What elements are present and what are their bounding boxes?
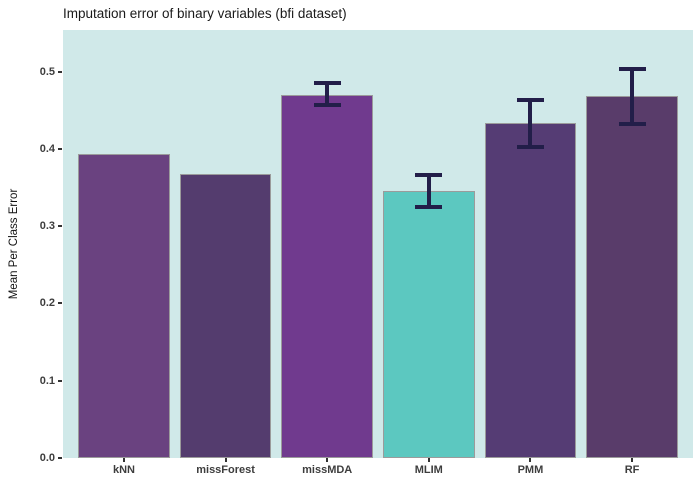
x-tick-label-mlim: MLIM [414,464,443,476]
error-bar-cap [516,144,544,149]
x-tick-mark [631,458,634,462]
error-bar-cap [618,122,646,127]
y-tick-mark [58,379,62,382]
error-bar-cap [415,173,443,178]
x-tick-label-pmm: PMM [517,464,544,476]
y-tick-mark [58,302,62,305]
error-bar-line [325,82,330,105]
error-bar-cap [618,66,646,71]
y-tick-mark [58,70,62,73]
error-bar-cap [415,204,443,209]
y-tick-label: 0.2 [39,297,55,310]
x-tick-mark [326,458,329,462]
y-axis-title: Mean Per Class Error [8,188,20,300]
y-tick-label: 0.3 [39,220,55,233]
error-bar-cap [313,102,341,107]
error-bar-line [426,175,431,207]
error-bar-line [528,99,533,147]
x-tick-mark [224,458,227,462]
y-tick-mark [58,147,62,150]
plot-panel [63,30,693,458]
y-tick-label: 0.5 [39,65,55,78]
y-tick-label: 0.4 [39,142,55,155]
x-tick-label-knn: kNN [112,464,135,476]
bar-missforest [179,173,272,458]
y-tick-mark [58,457,62,459]
bar-rf [586,95,678,458]
bar-missmda [281,94,373,458]
error-bar-cap [516,97,544,102]
error-bar-cap [313,80,341,85]
x-tick-label-rf: RF [624,464,640,476]
error-bar-line [630,68,635,125]
y-tick-label: 0.0 [39,452,55,464]
chart-title: Imputation error of binary variables (bf… [63,6,347,21]
y-tick-mark [58,225,62,228]
x-tick-label-missmda: missMDA [302,464,353,476]
bar-mlim [383,191,475,458]
x-tick-mark [122,458,125,462]
y-tick-label: 0.1 [39,374,55,387]
x-tick-mark [427,458,430,462]
x-tick-label-missforest: missForest [196,464,255,476]
x-tick-mark [529,458,532,462]
bar-pmm [484,123,577,458]
bar-knn [78,153,170,458]
